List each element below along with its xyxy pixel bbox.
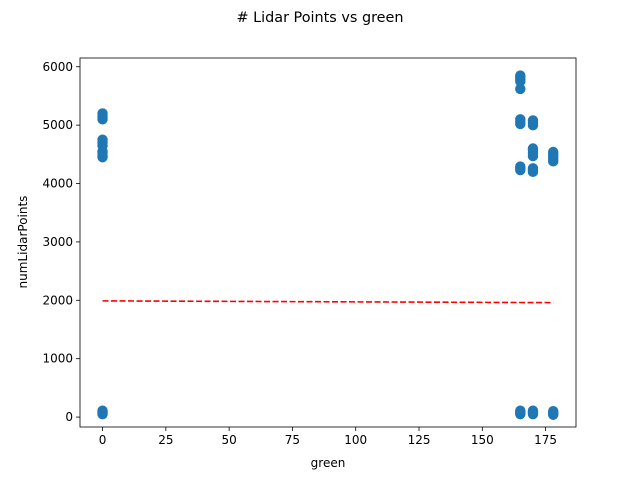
y-tick-label: 3000 xyxy=(42,235,73,249)
x-tick-label: 150 xyxy=(471,433,494,447)
y-tick-label: 4000 xyxy=(42,177,73,191)
data-point xyxy=(515,70,526,81)
x-tick-label: 100 xyxy=(344,433,367,447)
data-point xyxy=(515,161,526,172)
y-tick-label: 2000 xyxy=(42,293,73,307)
y-tick-label: 6000 xyxy=(42,60,73,74)
data-point xyxy=(527,163,539,174)
data-point xyxy=(527,405,539,416)
data-point xyxy=(97,108,108,119)
y-tick-label: 0 xyxy=(65,410,73,424)
plot-marks xyxy=(97,70,559,420)
data-point xyxy=(515,83,526,95)
x-tick-label: 75 xyxy=(285,433,300,447)
data-point xyxy=(527,143,539,154)
data-point xyxy=(527,115,539,126)
trend-line xyxy=(102,300,554,304)
y-tick-label: 1000 xyxy=(42,352,73,366)
chart-title: # Lidar Points vs green xyxy=(236,10,403,26)
plot-frame xyxy=(79,57,577,428)
data-point xyxy=(548,406,559,417)
y-axis: 0 1000 2000 3000 4000 5000 6000 xyxy=(42,60,80,424)
data-point xyxy=(515,405,526,416)
y-tick-label: 5000 xyxy=(42,118,73,132)
data-point xyxy=(548,146,559,158)
y-axis-label: numLidarPoints xyxy=(16,196,30,289)
data-point xyxy=(97,405,108,416)
x-tick-label: 175 xyxy=(534,433,557,447)
x-axis: 0 25 50 75 100 125 150 175 xyxy=(99,427,557,447)
x-tick-label: 0 xyxy=(99,433,107,447)
x-tick-label: 25 xyxy=(158,433,173,447)
data-point xyxy=(97,134,108,145)
data-point xyxy=(515,114,526,125)
x-tick-label: 50 xyxy=(221,433,236,447)
x-tick-label: 125 xyxy=(408,433,431,447)
x-axis-label: green xyxy=(311,456,346,470)
